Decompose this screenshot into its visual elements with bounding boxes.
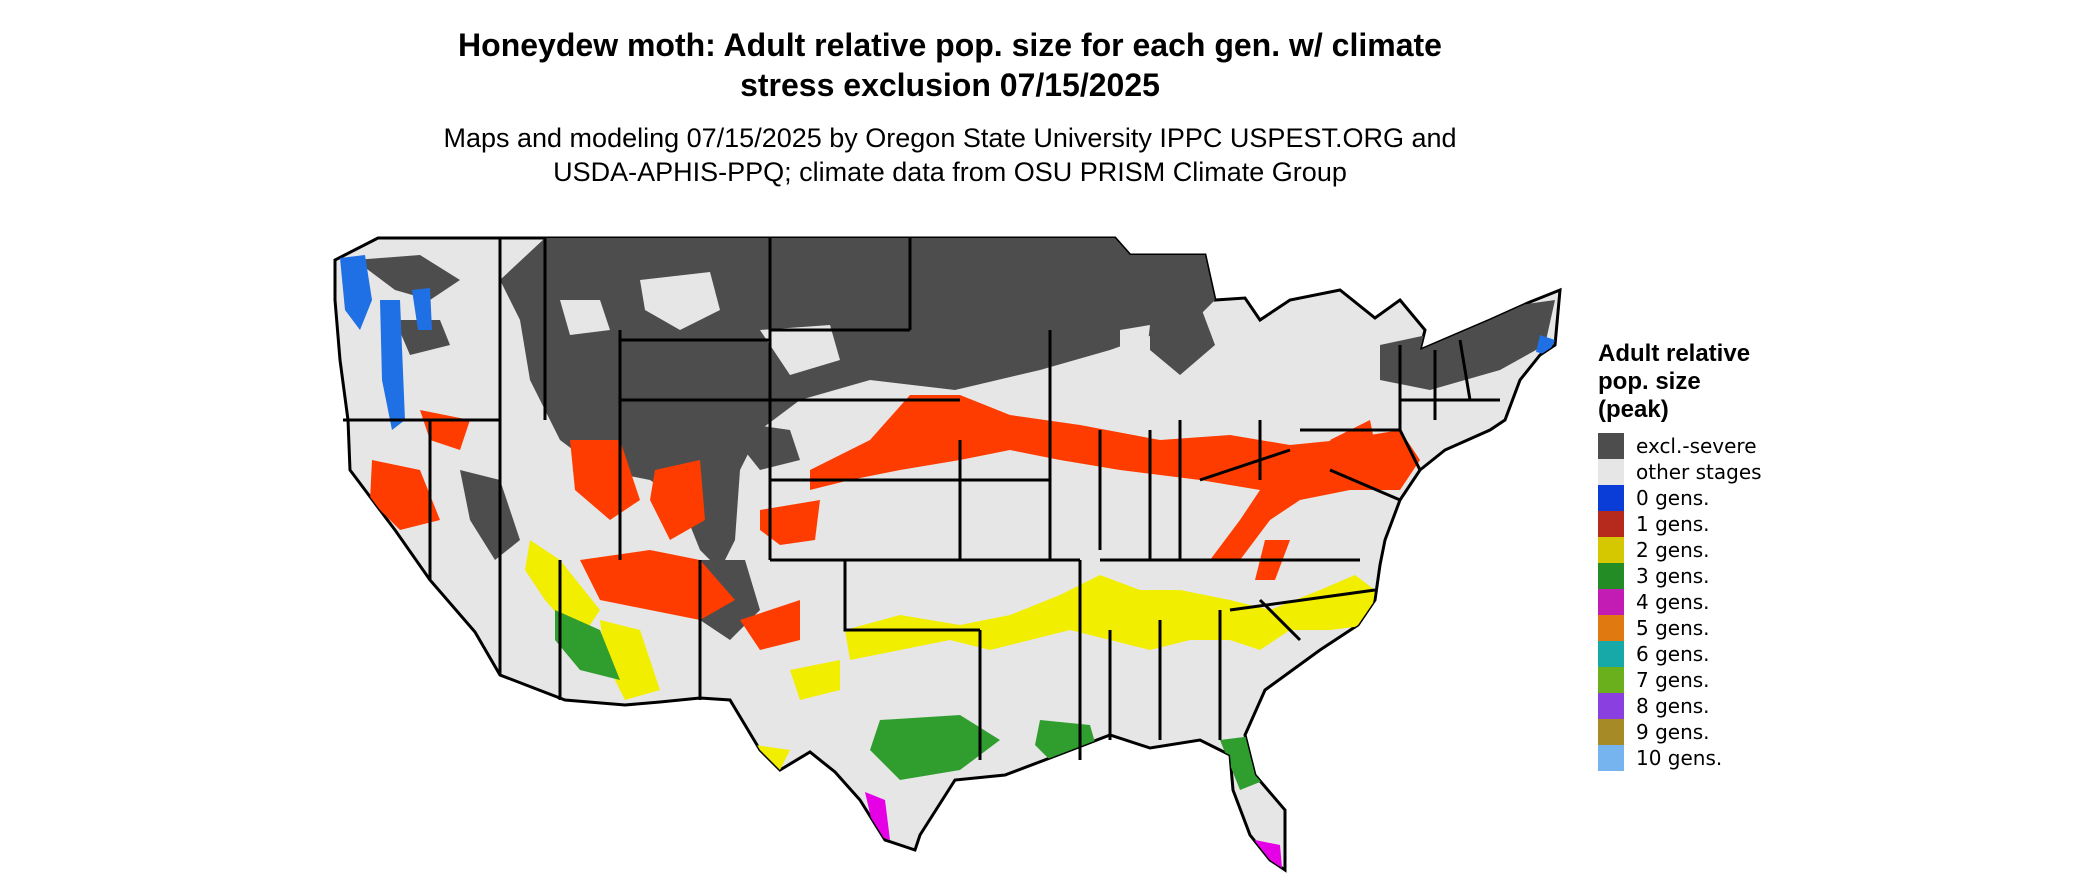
legend-label: 6 gens. bbox=[1636, 642, 1710, 666]
other-stage-patches bbox=[560, 272, 1150, 375]
us-generation-map bbox=[333, 236, 1562, 873]
legend-label: 8 gens. bbox=[1636, 694, 1710, 718]
map-subtitle-line-1: Maps and modeling 07/15/2025 by Oregon S… bbox=[443, 123, 1457, 153]
legend-swatch bbox=[1598, 511, 1624, 537]
two-gen-areas bbox=[525, 540, 1375, 770]
legend-label: 1 gens. bbox=[1636, 512, 1710, 536]
legend-label: excl.-severe bbox=[1636, 434, 1757, 458]
legend-swatch bbox=[1598, 485, 1624, 511]
legend-title-line-3: (peak) bbox=[1598, 396, 1669, 423]
legend-label: 10 gens. bbox=[1636, 746, 1723, 770]
legend-swatch bbox=[1598, 693, 1624, 719]
map-title-line-2: stress exclusion 07/15/2025 bbox=[740, 67, 1160, 103]
legend-label: 0 gens. bbox=[1636, 486, 1710, 510]
legend-swatch bbox=[1598, 459, 1624, 485]
legend-title-line-2: pop. size bbox=[1598, 368, 1701, 395]
legend-swatch bbox=[1598, 433, 1624, 459]
legend-swatch bbox=[1598, 641, 1624, 667]
legend-title-line-1: Adult relative bbox=[1598, 340, 1751, 367]
legend-label: 4 gens. bbox=[1636, 590, 1710, 614]
map-subtitle-line-2: USDA-APHIS-PPQ; climate data from OSU PR… bbox=[553, 157, 1347, 187]
legend-swatch bbox=[1598, 615, 1624, 641]
legend-label: 5 gens. bbox=[1636, 616, 1710, 640]
legend-label: 2 gens. bbox=[1636, 538, 1710, 562]
legend-label: other stages bbox=[1636, 460, 1762, 484]
legend-label: 3 gens. bbox=[1636, 564, 1710, 588]
state-borders bbox=[343, 238, 1500, 760]
one-gen-areas bbox=[370, 395, 1420, 650]
legend-swatch bbox=[1598, 745, 1624, 771]
legend-label: 9 gens. bbox=[1636, 720, 1710, 744]
map-title-line-1: Honeydew moth: Adult relative pop. size … bbox=[458, 27, 1442, 63]
zero-gen-areas bbox=[340, 255, 1555, 430]
legend-swatch bbox=[1598, 667, 1624, 693]
legend-swatch bbox=[1598, 537, 1624, 563]
legend-swatch bbox=[1598, 589, 1624, 615]
legend-label: 7 gens. bbox=[1636, 668, 1710, 692]
legend-swatch bbox=[1598, 719, 1624, 745]
legend-swatch bbox=[1598, 563, 1624, 589]
